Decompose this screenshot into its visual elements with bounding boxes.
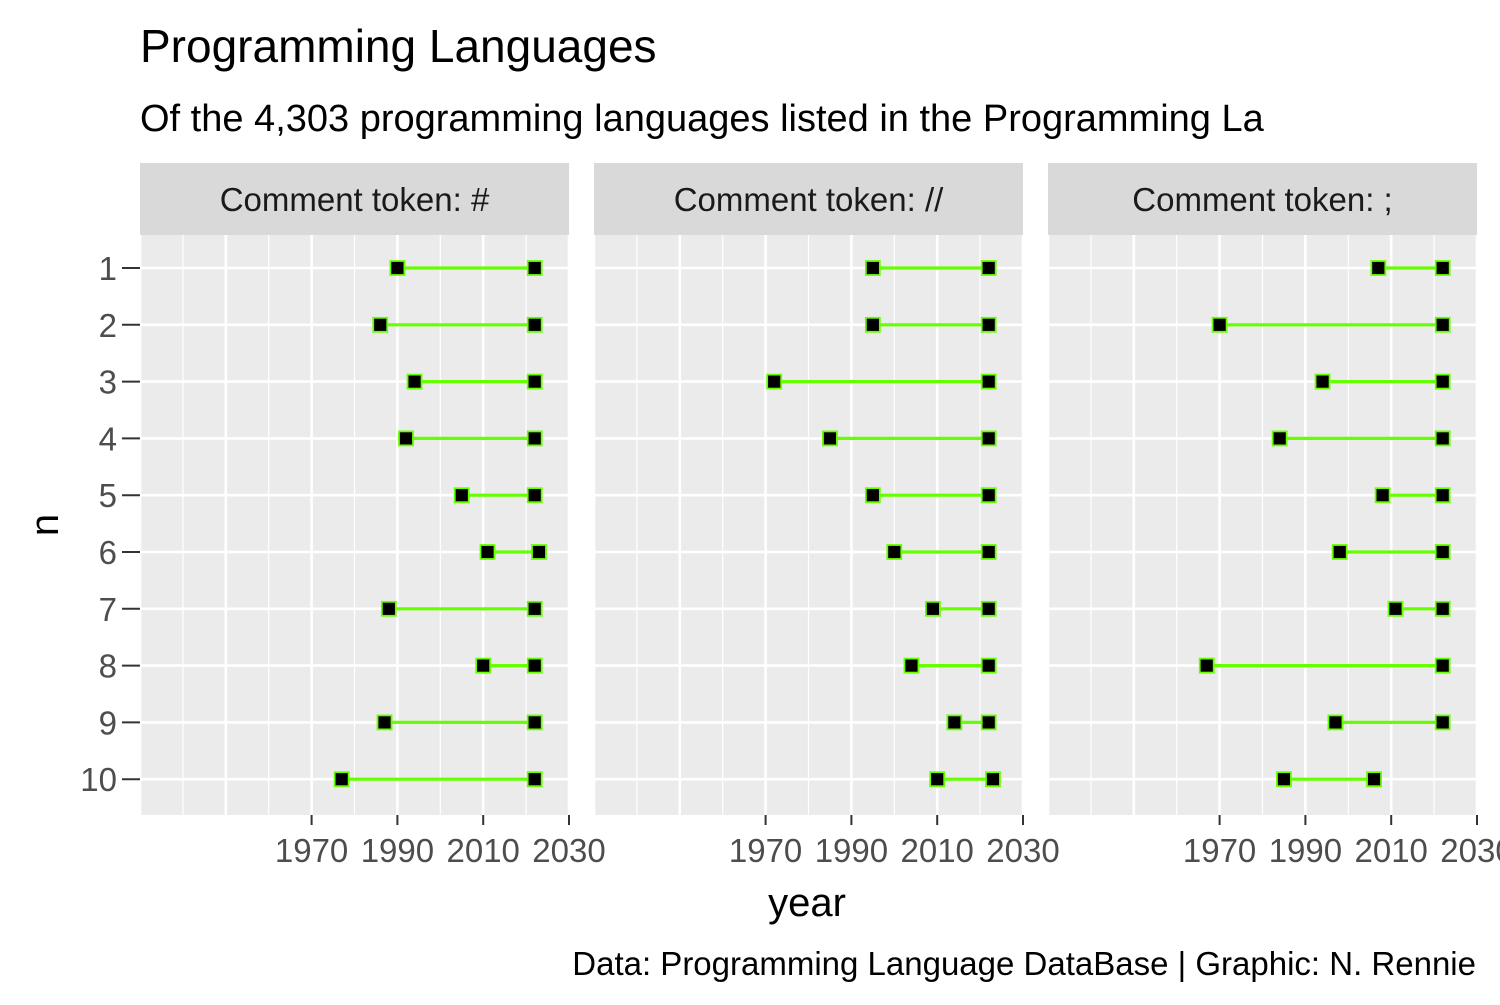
end-point: [980, 714, 997, 731]
start-point: [398, 430, 414, 447]
start-point: [864, 487, 881, 504]
chart-subtitle: Of the 4,303 programming languages liste…: [140, 98, 1265, 140]
y-tick-label: 7: [99, 591, 117, 628]
x-tick-label: 1990: [815, 832, 888, 869]
facet-strip-label: Comment token: #: [220, 181, 490, 218]
end-point: [980, 657, 997, 674]
start-point: [372, 316, 389, 333]
x-tick-label: 1970: [1183, 832, 1256, 869]
start-point: [1314, 373, 1331, 390]
x-tick-label: 1990: [1269, 832, 1342, 869]
y-tick-label: 4: [99, 420, 117, 457]
end-point: [526, 430, 543, 447]
facet-panel: Comment token: ; 1970 1990 2010 2030: [1046, 163, 1500, 869]
start-point: [1327, 714, 1344, 731]
x-tick-label: 2030: [1440, 832, 1500, 869]
end-point: [526, 600, 543, 617]
start-point: [1374, 487, 1391, 504]
facet-panels: Comment token: #1970 1990 2010 2030Comment …: [138, 163, 1500, 869]
caption: Data: Programming Language DataBase | Gr…: [572, 945, 1476, 982]
end-point: [526, 657, 543, 674]
y-tick-labels: 1 2 3 4 5 6 7 8 9 10: [80, 250, 140, 798]
x-tick-label: 1990: [361, 832, 434, 869]
facet-strip: [1048, 163, 1477, 235]
start-point: [903, 657, 920, 674]
facet-strip-label: Comment token: ;: [1132, 181, 1392, 218]
start-point: [1271, 430, 1288, 447]
y-tick-label: 9: [99, 704, 117, 741]
end-point: [1434, 373, 1451, 390]
y-tick-label: 5: [99, 477, 117, 514]
end-point: [526, 714, 543, 731]
start-point: [1276, 771, 1292, 788]
x-tick-label: 2030: [532, 832, 605, 869]
start-point: [453, 487, 470, 504]
facet-strip: [594, 163, 1023, 235]
end-point: [526, 487, 543, 504]
end-point: [1434, 260, 1451, 276]
start-point: [376, 714, 393, 731]
start-point: [1331, 544, 1348, 560]
start-point: [380, 600, 397, 617]
facet-panel: Comment token: # 1970 1990 2010 2030: [138, 163, 606, 869]
end-point: [985, 771, 1001, 788]
start-point: [925, 600, 941, 617]
start-point: [1370, 260, 1387, 276]
x-tick-label: 2030: [986, 832, 1059, 869]
y-tick-label: 8: [99, 648, 117, 685]
start-point: [822, 430, 838, 447]
facet-strip-label: Comment token: //: [674, 181, 944, 218]
y-tick-label: 10: [80, 761, 117, 798]
start-point: [333, 771, 350, 788]
x-tick-label: 2010: [1354, 832, 1427, 869]
start-point: [864, 316, 881, 333]
end-point: [980, 316, 997, 333]
end-point: [526, 373, 543, 390]
end-point: [1434, 600, 1451, 617]
end-point: [531, 544, 547, 560]
end-point: [1434, 714, 1451, 731]
y-tick-label: 3: [99, 364, 117, 401]
start-point: [864, 260, 881, 276]
start-point: [1198, 657, 1215, 674]
x-tick-label: 1970: [275, 832, 348, 869]
start-point: [389, 260, 406, 276]
x-tick-label: 2010: [900, 832, 973, 869]
facet-panel: Comment token: // 1970 1990 2010 2030: [592, 163, 1060, 869]
chart-title: Programming Languages: [140, 20, 657, 72]
start-point: [1387, 600, 1404, 617]
x-tick-label: 2010: [446, 832, 519, 869]
facet-strip: [140, 163, 569, 235]
start-point: [406, 373, 423, 390]
start-point: [946, 714, 963, 731]
end-point: [526, 771, 543, 788]
end-point: [980, 544, 997, 560]
start-point: [886, 544, 903, 560]
y-tick-label: 2: [99, 307, 117, 344]
end-point: [980, 600, 997, 617]
end-point: [1434, 487, 1451, 504]
start-point: [475, 657, 492, 674]
y-axis-title: n: [23, 514, 67, 536]
start-point: [929, 771, 946, 788]
end-point: [1434, 430, 1451, 447]
end-point: [1366, 771, 1382, 788]
end-point: [1434, 316, 1451, 333]
y-tick-label: 6: [99, 534, 117, 571]
end-point: [980, 487, 997, 504]
start-point: [1211, 316, 1228, 333]
end-point: [1434, 657, 1451, 674]
end-point: [980, 373, 997, 390]
end-point: [526, 316, 543, 333]
end-point: [1434, 544, 1451, 560]
y-tick-label: 1: [99, 250, 117, 287]
end-point: [980, 430, 997, 447]
end-point: [526, 260, 543, 276]
x-axis-title: year: [768, 881, 846, 925]
start-point: [479, 544, 496, 560]
x-tick-label: 1970: [729, 832, 802, 869]
end-point: [980, 260, 997, 276]
start-point: [766, 373, 783, 390]
